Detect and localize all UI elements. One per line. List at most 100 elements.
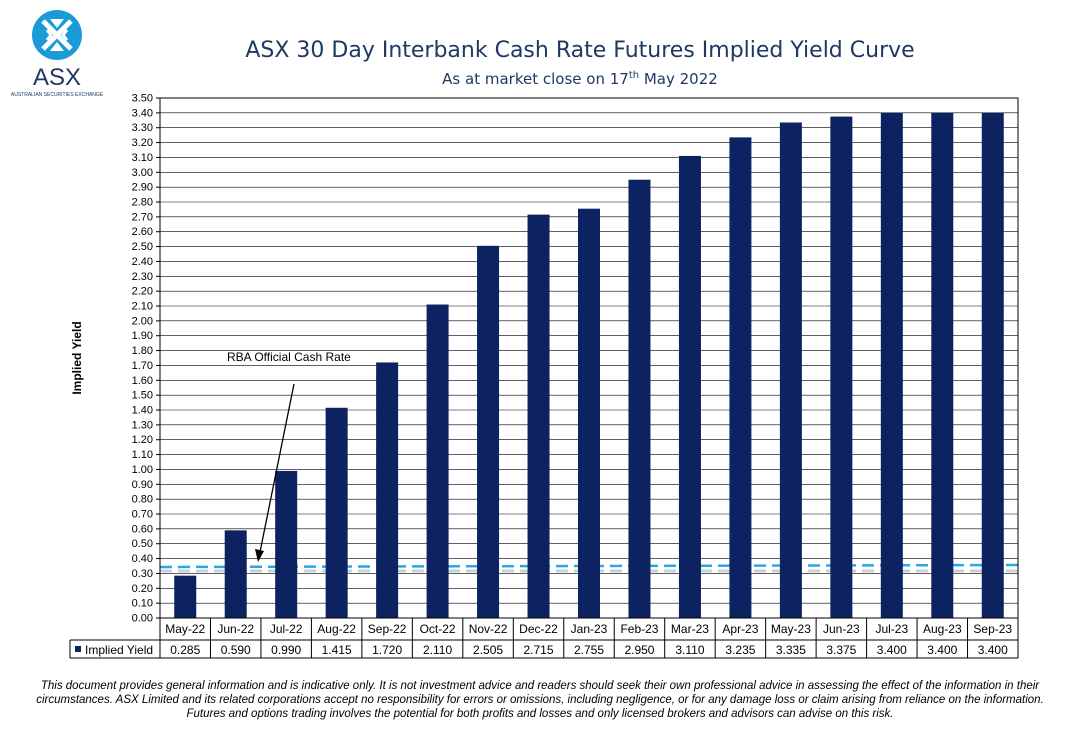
y-tick-label: 1.60 [132, 375, 153, 387]
data-value-label: 0.590 [221, 643, 251, 657]
y-tick-label: 1.30 [132, 419, 153, 431]
y-tick-label: 1.20 [132, 434, 153, 446]
y-tick-label: 3.40 [132, 107, 153, 119]
bar [729, 137, 752, 618]
y-tick-label: 2.40 [132, 256, 153, 268]
y-tick-label: 0.60 [132, 523, 153, 535]
legend-marker [75, 646, 81, 652]
bar [880, 112, 903, 618]
plot-border [159, 97, 1019, 619]
y-tick-label: 0.00 [132, 613, 153, 625]
x-category-label: Jul-23 [875, 622, 908, 636]
y-tick-label: 1.90 [132, 330, 153, 342]
bar [779, 122, 802, 618]
y-tick-label: 0.40 [132, 553, 153, 565]
data-value-label: 2.505 [473, 643, 503, 657]
data-value-label: 2.110 [423, 643, 452, 657]
y-tick-label: 3.10 [132, 152, 153, 164]
y-tick-label: 1.00 [132, 464, 153, 476]
x-category-label: Jan-23 [571, 622, 608, 636]
asx-logo-subtext: AUSTRALIAN SECURITIES EXCHANGE [10, 92, 104, 98]
asx-logo: ASX AUSTRALIAN SECURITIES EXCHANGE [6, 8, 116, 104]
x-category-label: Jun-22 [217, 622, 254, 636]
x-category-label: Apr-23 [722, 622, 758, 636]
bar [981, 112, 1004, 618]
data-value-label: 0.285 [170, 643, 200, 657]
y-ticks: 0.00 0.10 0.20 0.30 0.40 0.50 0.60 0.70 0.80 0.90… [132, 93, 160, 625]
subtitle-prefix: As at market close on 17 [442, 70, 629, 88]
y-tick-label: 2.70 [132, 211, 153, 223]
y-tick-label: 1.50 [132, 390, 153, 402]
bar [325, 407, 348, 618]
y-tick-label: 0.10 [132, 598, 153, 610]
y-tick-label: 1.80 [132, 345, 153, 357]
bars [174, 112, 1004, 619]
x-category-label: Aug-23 [923, 622, 962, 636]
y-tick-label: 0.70 [132, 509, 153, 521]
bar [275, 470, 298, 618]
bar [376, 362, 399, 618]
y-tick-label: 1.40 [132, 405, 153, 417]
bar [477, 245, 500, 619]
y-tick-label: 0.20 [132, 583, 153, 595]
data-value-label: 3.110 [675, 643, 704, 657]
y-tick-label: 2.20 [132, 286, 153, 298]
x-category-label: Nov-22 [469, 622, 508, 636]
x-category-label: May-23 [771, 622, 811, 636]
y-tick-label: 2.60 [132, 226, 153, 238]
x-category-label: Sep-22 [368, 622, 407, 636]
y-tick-label: 2.50 [132, 241, 153, 253]
data-value-label: 2.755 [574, 643, 604, 657]
data-value-label: 3.400 [927, 643, 957, 657]
y-tick-label: 2.00 [132, 315, 153, 327]
data-value-label: 2.715 [524, 643, 554, 657]
x-category-label: Aug-22 [317, 622, 356, 636]
data-table: May-22 0.285 Jun-22 0.590 Jul-22 0.990 Aug-22 1… [69, 617, 1019, 659]
bar [830, 116, 853, 619]
y-axis-label: Implied Yield [70, 321, 84, 394]
bar [426, 304, 449, 618]
x-category-label: Dec-22 [519, 622, 558, 636]
x-category-label: Mar-23 [671, 622, 709, 636]
asx-logo-graphic [32, 10, 82, 60]
asx-logo-text: ASX [32, 64, 82, 91]
annotation-arrow-line [259, 383, 295, 553]
bar [527, 214, 550, 618]
y-tick-label: 2.90 [132, 182, 153, 194]
y-tick-label: 3.00 [132, 167, 153, 179]
x-category-label: Jul-22 [270, 622, 303, 636]
data-value-label: 2.950 [624, 643, 654, 657]
legend-label: Implied Yield [85, 643, 153, 657]
data-value-label: 3.375 [826, 643, 856, 657]
annotation-text: RBA Official Cash Rate [227, 350, 351, 364]
bar [174, 575, 197, 618]
data-value-label: 1.415 [322, 643, 352, 657]
annotation-group: RBA Official Cash Rate [227, 350, 351, 562]
x-category-label: Oct-22 [420, 622, 456, 636]
y-tick-label: 3.50 [132, 93, 153, 105]
bar [224, 530, 247, 618]
annotation-arrow-head [255, 549, 264, 562]
y-tick-label: 2.80 [132, 197, 153, 209]
y-tick-label: 3.20 [132, 137, 153, 149]
y-tick-label: 1.70 [132, 360, 153, 372]
x-category-label: Sep-23 [973, 622, 1012, 636]
bar [931, 112, 954, 618]
y-tick-label: 2.10 [132, 301, 153, 313]
chart-subtitle: As at market close on 17th May 2022 [160, 70, 1000, 88]
x-category-label: Feb-23 [620, 622, 658, 636]
data-value-label: 3.400 [978, 643, 1008, 657]
x-category-label: May-22 [165, 622, 205, 636]
y-tick-label: 2.30 [132, 271, 153, 283]
subtitle-suffix: May 2022 [639, 70, 718, 88]
bar [578, 208, 600, 618]
subtitle-sup: th [628, 70, 640, 81]
bar [678, 155, 701, 618]
data-value-label: 1.720 [372, 643, 402, 657]
disclaimer: This document provides general informati… [36, 680, 1044, 720]
data-value-label: 0.990 [271, 643, 301, 657]
chart-title: ASX 30 Day Interbank Cash Rate Futures I… [245, 38, 915, 63]
bar [628, 179, 651, 618]
y-tick-label: 0.90 [132, 479, 153, 491]
